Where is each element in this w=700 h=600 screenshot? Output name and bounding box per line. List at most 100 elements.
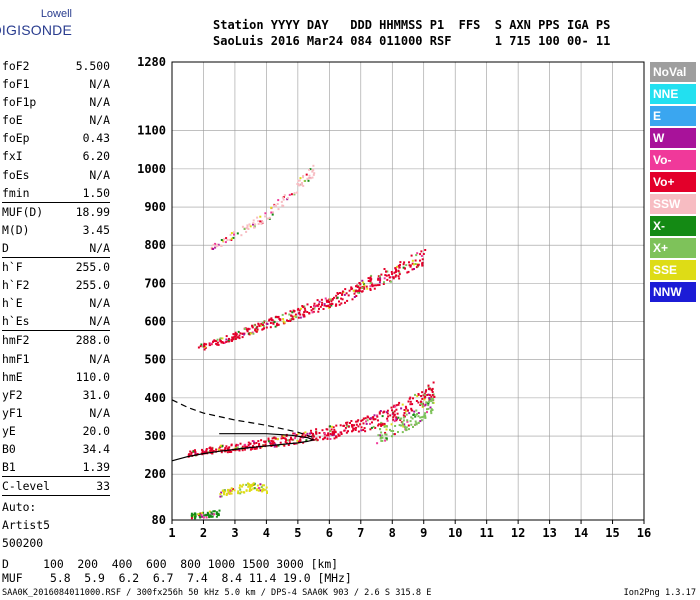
echo-point xyxy=(297,179,300,182)
header-values: SaoLuis 2016 Mar24 084 011000 RSF 1 715 … xyxy=(213,34,611,48)
echo-point xyxy=(402,419,405,422)
echo-point xyxy=(357,289,360,292)
echo-point xyxy=(298,309,301,312)
echo-point xyxy=(237,444,239,447)
echo-point xyxy=(364,430,367,433)
echo-point xyxy=(431,401,434,404)
x-tick-label: 8 xyxy=(389,526,396,540)
echo-point xyxy=(228,451,231,453)
params-frequencies: foF2 5.500 foF1 N/A foF1p N/A foE N/A foEp 0.43 fx… xyxy=(2,57,110,202)
echo-point xyxy=(326,428,329,431)
x-tick-label: 10 xyxy=(448,526,462,540)
echo-point xyxy=(212,510,215,513)
param-row: M(D) 3.45 xyxy=(2,221,110,239)
echo-point xyxy=(208,342,211,345)
echo-point xyxy=(276,322,279,325)
echo-point xyxy=(310,309,313,312)
echo-point xyxy=(361,290,363,293)
echo-point xyxy=(361,419,364,422)
echo-point xyxy=(309,306,312,308)
echo-point xyxy=(417,393,420,396)
param-value: 18.99 xyxy=(75,204,110,219)
echo-point xyxy=(427,407,430,410)
echo-point xyxy=(251,447,254,450)
echo-point xyxy=(389,428,391,431)
echo-point xyxy=(255,447,258,450)
echo-point xyxy=(293,432,296,435)
echo-point xyxy=(412,397,414,400)
echo-point xyxy=(424,249,427,251)
echo-point xyxy=(223,449,226,451)
y-tick-label: 1100 xyxy=(137,124,166,138)
echo-point xyxy=(359,423,362,426)
echo-point xyxy=(413,410,416,413)
echo-point xyxy=(370,274,373,277)
param-row: D N/A xyxy=(2,239,110,257)
echo-point xyxy=(256,216,259,219)
echo-point xyxy=(303,315,306,318)
echo-point xyxy=(233,233,235,236)
echo-point xyxy=(337,433,340,436)
echo-point xyxy=(396,412,399,415)
echo-point xyxy=(384,437,387,440)
echo-point xyxy=(358,282,361,284)
echo-point xyxy=(357,419,360,422)
echo-point xyxy=(271,319,274,322)
y-tick-label: 500 xyxy=(144,353,166,367)
echo-point xyxy=(253,226,255,229)
echo-point xyxy=(267,439,270,441)
echo-point xyxy=(233,231,236,234)
echo-point xyxy=(236,446,239,449)
echo-point xyxy=(217,343,220,346)
x-tick-label: 15 xyxy=(605,526,619,540)
echo-point xyxy=(251,331,254,334)
x-tick-label: 1 xyxy=(168,526,175,540)
param-row: h`Es N/A xyxy=(2,312,110,330)
echo-point xyxy=(402,416,405,419)
echo-point xyxy=(419,259,421,262)
echo-point xyxy=(270,211,273,214)
echo-point xyxy=(414,414,417,417)
echo-point xyxy=(345,431,348,434)
echo-point xyxy=(315,431,318,434)
echo-point xyxy=(420,400,422,403)
echo-point xyxy=(265,326,268,329)
echo-point xyxy=(263,321,265,324)
param-value: N/A xyxy=(89,296,110,311)
logo-line1: Lowell xyxy=(40,8,72,20)
param-name: foF1p xyxy=(2,95,37,110)
echo-point xyxy=(304,179,307,182)
echo-point xyxy=(262,489,265,492)
echo-point xyxy=(286,319,288,322)
param-row: yF2 31.0 xyxy=(2,386,110,404)
echo-point xyxy=(310,432,313,434)
echo-point xyxy=(320,298,323,301)
echo-point xyxy=(380,421,383,424)
param-value: 255.0 xyxy=(75,260,110,275)
echo-point xyxy=(373,414,376,417)
echo-point xyxy=(417,415,420,418)
echo-point xyxy=(308,312,311,314)
echo-point xyxy=(254,328,257,331)
echo-point xyxy=(203,342,206,345)
echo-point xyxy=(291,438,294,441)
echo-point xyxy=(290,436,292,439)
echo-point xyxy=(282,318,285,320)
echo-point xyxy=(297,316,300,319)
echo-point xyxy=(242,483,245,486)
auto-artist: Artist5 xyxy=(2,518,51,533)
echo-point xyxy=(371,421,373,424)
echo-point xyxy=(407,400,410,403)
echo-point xyxy=(201,451,204,454)
echo-point xyxy=(217,243,220,246)
echo-point xyxy=(194,449,196,452)
echo-point xyxy=(197,346,200,349)
echo-point xyxy=(277,444,280,447)
echo-point xyxy=(289,320,292,322)
echo-point xyxy=(392,405,395,408)
echo-point xyxy=(405,426,408,429)
echo-point xyxy=(331,434,334,436)
echo-point xyxy=(379,410,382,412)
echo-point xyxy=(329,425,331,428)
echo-point xyxy=(265,490,268,493)
